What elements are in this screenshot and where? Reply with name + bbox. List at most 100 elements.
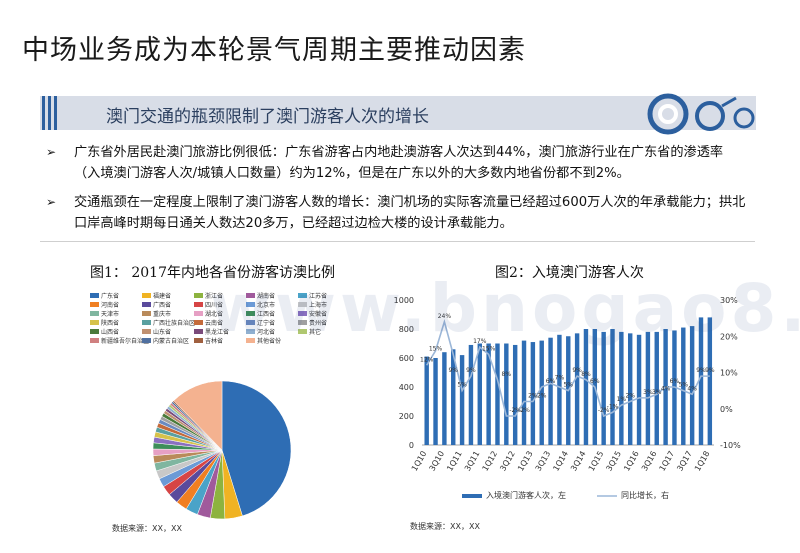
bar [681, 327, 686, 445]
bar [512, 344, 518, 445]
watermark: www.bnogao8.com [210, 270, 800, 347]
x-tick-label: 1Q13 [516, 450, 535, 473]
data-label: 9% [696, 367, 706, 374]
bullet-text: 广东省外居民赴澳门旅游比例很低：广东省游客占内地赴澳游客人次达到44%，澳门旅游… [74, 145, 724, 181]
data-label: 3% [643, 389, 653, 396]
x-tick-label: 3Q17 [675, 450, 694, 473]
legend-swatch [462, 494, 482, 498]
data-label: -1% [607, 403, 619, 410]
y-tick-label: 0 [409, 441, 414, 450]
legend-label: 其它 [309, 328, 321, 336]
legend-label: 同比增长，右 [621, 490, 669, 500]
growth-line [426, 318, 710, 418]
x-tick-label: 1Q14 [551, 450, 570, 473]
legend-label: 山东省 [153, 328, 171, 336]
bullet-item: ➢ 广东省外居民赴澳门旅游比例很低：广东省游客占内地赴澳游客人次达到44%，澳门… [46, 142, 746, 184]
legend-label: 湖南省 [257, 292, 275, 300]
bar [654, 331, 659, 445]
y-tick-label: 1000 [394, 296, 414, 305]
legend-swatch [142, 320, 151, 325]
data-label: 24% [438, 313, 452, 320]
legend-label: 北京市 [257, 301, 275, 309]
data-label: -2% [509, 407, 521, 414]
y2-tick-label: -10% [720, 441, 741, 450]
bar [530, 342, 536, 445]
x-tick-label: 3Q11 [463, 450, 482, 473]
x-tick-label: 1Q11 [445, 450, 464, 473]
data-label: 3% [652, 389, 662, 396]
bar [610, 329, 615, 445]
bar [424, 356, 429, 445]
data-label: 2% [537, 393, 547, 400]
bar-line-chart: 0 200 400 600 800 1000 -10% 0% 10% 20% 30% 12% 15% 24… [394, 296, 741, 500]
legend-swatch [246, 302, 255, 307]
legend-label: 江西省 [257, 310, 275, 318]
pie-slice [173, 380, 223, 451]
bar [521, 340, 527, 445]
legend-swatch [194, 320, 203, 325]
bar [698, 317, 704, 445]
data-label: 9% [466, 367, 476, 374]
legend-swatch [194, 293, 203, 298]
data-label: 15% [429, 345, 443, 352]
bar [477, 343, 482, 445]
y-tick-label: 600 [399, 354, 414, 363]
legend-label: 新疆维吾尔自治区 [101, 337, 149, 345]
data-label: 8% [581, 371, 591, 378]
bullet-arrow-icon: ➢ [46, 145, 57, 159]
figure2-source: 数据来源：XX，XX [410, 522, 480, 531]
data-label: 4% [687, 385, 697, 392]
legend-label: 吉林省 [205, 337, 223, 345]
x-tick-label: 3Q10 [428, 450, 447, 473]
banner-stripe [48, 96, 51, 130]
data-label: 5% [457, 382, 467, 389]
x-tick-label: 1Q10 [410, 450, 429, 473]
x-tick-label: 3Q13 [534, 450, 553, 473]
y2-tick-label: 10% [720, 369, 738, 378]
legend-swatch [90, 293, 99, 298]
legend-swatch [298, 329, 307, 334]
y2-tick-label: 30% [720, 296, 738, 305]
legend-label: 天津市 [101, 310, 119, 318]
legend-label: 福建省 [153, 292, 171, 300]
data-label: 5% [679, 382, 689, 389]
bullet-item: ➢ 交通瓶颈在一定程度上限制了澳门游客人数的增长：澳门机场的实际客流量已经超过6… [46, 192, 746, 234]
legend-label: 内蒙古自治区 [153, 337, 189, 345]
legend-swatch [194, 329, 203, 334]
legend-label: 上海市 [309, 301, 327, 309]
legend-swatch [246, 329, 255, 334]
legend-swatch [142, 311, 151, 316]
legend-swatch [246, 320, 255, 325]
legend-label: 江苏省 [309, 292, 327, 300]
legend-label: 云南省 [205, 319, 223, 327]
data-label: 2% [528, 393, 538, 400]
figure1-source: 数据来源：XX，XX [112, 524, 182, 533]
bar [451, 349, 456, 445]
bar [442, 352, 447, 445]
data-label: 5% [563, 382, 573, 389]
legend-swatch [298, 320, 307, 325]
data-label: 6% [670, 378, 680, 385]
data-label: 6% [590, 378, 600, 385]
x-tick-label: 1Q16 [622, 450, 641, 473]
legend-swatch [298, 311, 307, 316]
bar [548, 337, 553, 445]
bar [583, 329, 589, 445]
data-label: 17% [473, 338, 487, 345]
legend-label: 山西省 [101, 328, 119, 336]
bar [459, 355, 465, 445]
legend-swatch [90, 338, 99, 343]
legend-swatch [194, 302, 203, 307]
bar [486, 343, 491, 445]
legend-swatch [142, 293, 151, 298]
banner-stripe [42, 96, 45, 130]
legend-label: 辽宁省 [257, 319, 275, 327]
bar [468, 344, 474, 445]
legend-swatch [246, 338, 255, 343]
bar [539, 340, 544, 445]
legend-label: 广西省 [153, 301, 171, 309]
legend-swatch [298, 302, 307, 307]
x-tick-label: 3Q12 [498, 450, 517, 473]
bar [574, 333, 580, 445]
